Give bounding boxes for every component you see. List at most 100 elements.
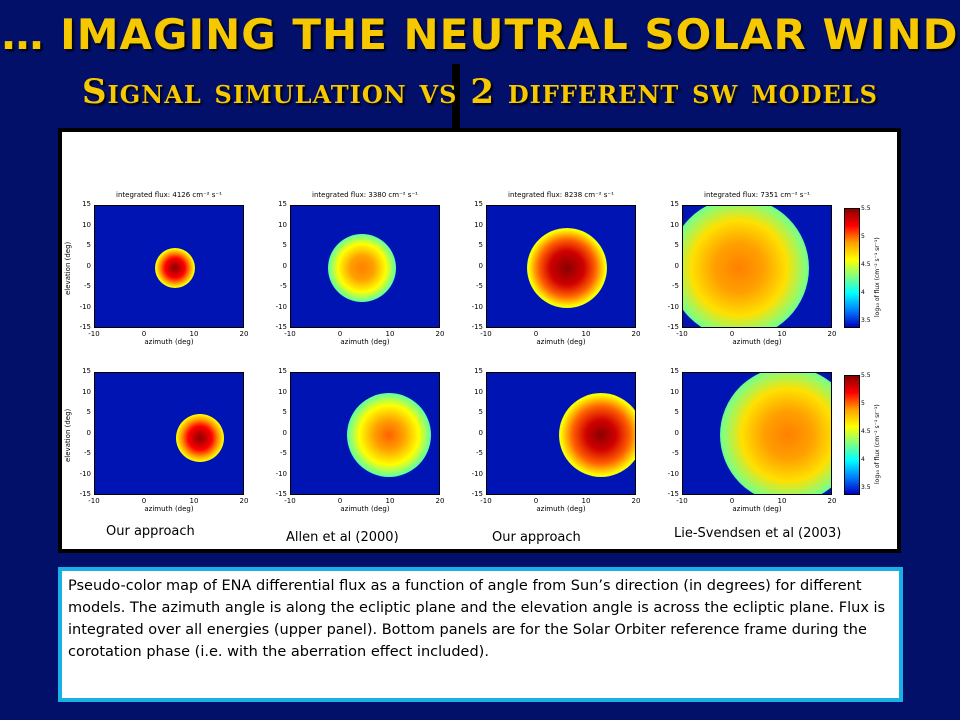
flux-blob bbox=[526, 227, 607, 308]
x-tick-label: -10 bbox=[676, 330, 688, 338]
x-axis-title: azimuth (deg) bbox=[732, 338, 782, 346]
y-tick-label: -15 bbox=[667, 490, 679, 498]
y-tick-label: -15 bbox=[667, 323, 679, 331]
model-label: Allen et al (2000) bbox=[286, 530, 399, 545]
colorbar-tick-label: 4.5 bbox=[861, 261, 871, 268]
y-tick-label: -10 bbox=[275, 469, 287, 478]
y-axis-title: elevation (deg) bbox=[64, 241, 72, 295]
y-tick-label: -5 bbox=[280, 449, 287, 457]
panel-title: integrated flux: 4126 cm⁻² s⁻¹ bbox=[116, 191, 222, 199]
x-tick-label: 20 bbox=[239, 330, 249, 338]
flux-map-panel: integrated flux: 3380 cm⁻² s⁻¹ 15 10 5 0 -5 -1… bbox=[276, 191, 445, 346]
colorbar-title: log₁₀ of flux (cm⁻² s⁻¹ sr⁻¹) bbox=[874, 237, 881, 317]
panel-title: integrated flux: 8238 cm⁻² s⁻¹ bbox=[508, 191, 614, 199]
x-tick-label: 0 bbox=[337, 497, 343, 505]
y-tick-label: -15 bbox=[275, 490, 287, 498]
colorbar-tick-label: 3.5 bbox=[861, 317, 871, 324]
colorbar-tick-label: 3.5 bbox=[861, 484, 871, 491]
y-tick-label: -15 bbox=[471, 323, 483, 331]
flux-map-panel: integrated flux: 4126 cm⁻² s⁻¹ 15 10 5 0 -5 -1… bbox=[64, 191, 248, 346]
y-tick-label: 5 bbox=[478, 241, 483, 249]
y-tick-label: 15 bbox=[670, 367, 679, 375]
x-axis-title: azimuth (deg) bbox=[536, 505, 586, 513]
x-axis-title: azimuth (deg) bbox=[536, 338, 586, 346]
y-tick-label: -15 bbox=[79, 490, 91, 498]
figure-panel: integrated flux: 4126 cm⁻² s⁻¹ 15 10 5 0 -5 -1… bbox=[58, 128, 901, 553]
x-tick-label: 20 bbox=[631, 497, 641, 505]
x-tick-label: 20 bbox=[827, 497, 837, 505]
y-axis-title: elevation (deg) bbox=[64, 408, 72, 462]
y-tick-label: 5 bbox=[86, 241, 91, 249]
flux-map bbox=[290, 205, 440, 328]
flux-blob bbox=[154, 247, 195, 288]
y-tick-label: -10 bbox=[79, 302, 91, 311]
x-tick-label: 10 bbox=[777, 497, 787, 505]
x-axis-title: azimuth (deg) bbox=[340, 338, 390, 346]
y-tick-label: -5 bbox=[84, 282, 91, 290]
y-tick-label: 0 bbox=[282, 428, 287, 437]
flux-map bbox=[290, 372, 440, 495]
y-tick-label: 10 bbox=[474, 387, 483, 396]
figure-caption: Pseudo-color map of ENA differential flu… bbox=[58, 567, 903, 702]
y-tick-label: 10 bbox=[82, 387, 91, 396]
y-tick-label: 15 bbox=[82, 367, 91, 375]
x-tick-label: 20 bbox=[435, 497, 445, 505]
y-tick-label: -15 bbox=[79, 323, 91, 331]
y-tick-label: -15 bbox=[471, 490, 483, 498]
y-tick-label: 10 bbox=[82, 220, 91, 229]
model-label: Our approach bbox=[492, 530, 581, 545]
flux-map-panel: 15 10 5 0 -5 -10 -15 -10 0 10 20 azimuth (deg) eleva… bbox=[64, 367, 248, 513]
x-tick-label: 10 bbox=[189, 330, 199, 338]
flux-map-panel: 15 10 5 0 -5 -10 -15 -10 0 10 20 azimuth (deg) bbox=[668, 367, 837, 513]
flux-blob bbox=[559, 392, 635, 477]
flux-blob bbox=[327, 233, 396, 302]
y-tick-label: 15 bbox=[474, 367, 483, 375]
x-tick-label: 10 bbox=[385, 497, 395, 505]
flux-blob bbox=[720, 373, 831, 494]
x-axis-title: azimuth (deg) bbox=[340, 505, 390, 513]
y-tick-label: -10 bbox=[667, 469, 679, 478]
title-divider bbox=[452, 64, 460, 130]
x-tick-label: 20 bbox=[435, 330, 445, 338]
y-tick-label: 0 bbox=[674, 428, 679, 437]
flux-map bbox=[486, 372, 636, 495]
flux-map-panel: 15 10 5 0 -5 -10 -15 -10 0 10 20 azimuth (deg) bbox=[472, 367, 641, 513]
x-tick-label: -10 bbox=[284, 330, 296, 338]
x-tick-label: 0 bbox=[141, 330, 147, 338]
panel-title: integrated flux: 3380 cm⁻² s⁻¹ bbox=[312, 191, 418, 199]
y-tick-label: 5 bbox=[674, 241, 679, 249]
colorbar-tick-label: 4 bbox=[861, 456, 865, 463]
colorbar-tick-label: 4 bbox=[861, 289, 865, 296]
colorbar-tick-label: 4.5 bbox=[861, 428, 871, 435]
y-tick-label: -10 bbox=[275, 302, 287, 311]
x-tick-label: -10 bbox=[88, 330, 100, 338]
x-tick-label: 20 bbox=[631, 330, 641, 338]
x-tick-label: 0 bbox=[141, 497, 147, 505]
y-tick-label: -5 bbox=[672, 449, 679, 457]
x-tick-label: 10 bbox=[581, 330, 591, 338]
flux-map bbox=[682, 372, 832, 495]
y-tick-label: -5 bbox=[84, 449, 91, 457]
y-tick-label: 15 bbox=[474, 200, 483, 208]
x-tick-label: -10 bbox=[676, 497, 688, 505]
y-tick-label: 10 bbox=[278, 220, 287, 229]
x-tick-label: -10 bbox=[480, 497, 492, 505]
x-tick-label: 0 bbox=[533, 330, 539, 338]
x-tick-label: 10 bbox=[385, 330, 395, 338]
x-tick-label: 10 bbox=[189, 497, 199, 505]
y-tick-label: 15 bbox=[82, 200, 91, 208]
model-label: Our approach bbox=[106, 524, 195, 539]
y-tick-label: 5 bbox=[282, 241, 287, 249]
flux-map bbox=[94, 372, 244, 495]
y-tick-label: 15 bbox=[278, 367, 287, 375]
x-tick-label: 0 bbox=[533, 497, 539, 505]
colorbar-title: log₁₀ of flux (cm⁻² s⁻¹ sr⁻¹) bbox=[874, 404, 881, 484]
flux-blob bbox=[346, 392, 431, 477]
y-tick-label: 10 bbox=[670, 387, 679, 396]
y-tick-label: -5 bbox=[476, 449, 483, 457]
y-tick-label: 15 bbox=[278, 200, 287, 208]
slide-subtitle: Signal simulation vs 2 different sw mode… bbox=[81, 72, 879, 112]
x-axis-title: azimuth (deg) bbox=[732, 505, 782, 513]
flux-map bbox=[94, 205, 244, 328]
colorbar-tick-label: 5 bbox=[861, 233, 865, 240]
